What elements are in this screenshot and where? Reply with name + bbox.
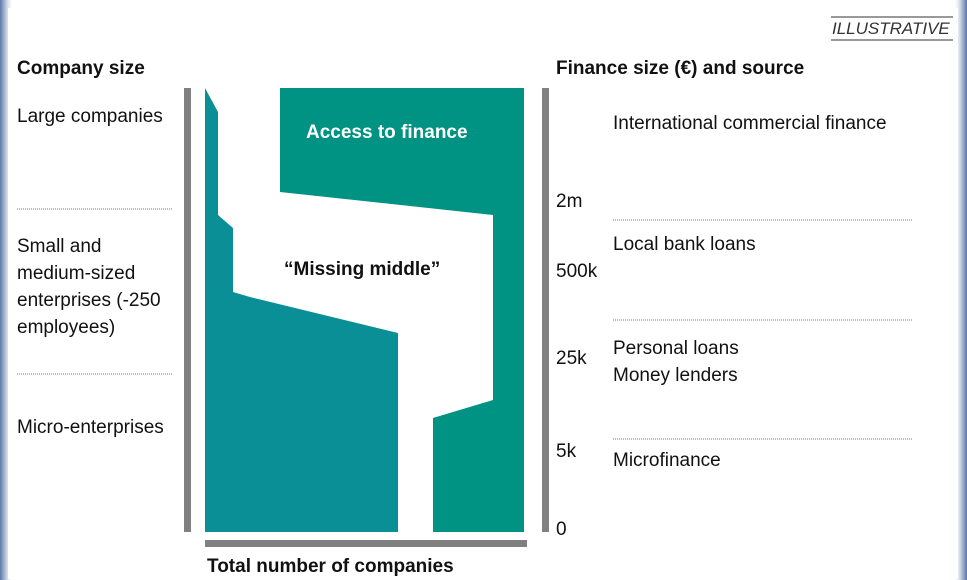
- scale-label: 0: [556, 519, 567, 540]
- company-size-label: Small and: [17, 236, 102, 257]
- tag: ILLUSTRATIVE: [832, 19, 950, 38]
- scale-label: 25k: [556, 348, 587, 369]
- company-size-label: employees): [17, 317, 116, 338]
- left-title: Company size: [17, 58, 145, 79]
- no-access-area: [205, 88, 398, 532]
- finance-source-label: Personal loans: [613, 338, 739, 359]
- scale-label: 500k: [556, 261, 598, 282]
- finance-source-label: Microfinance: [613, 450, 721, 471]
- company-size-label: Large companies: [17, 106, 163, 127]
- dividers: [17, 208, 912, 440]
- finance-source-label: International commercial finance: [613, 113, 887, 134]
- right-title: Finance size (€) and source: [556, 58, 805, 79]
- right-axis: [542, 88, 549, 532]
- x-label: Total number of companies: [207, 556, 454, 577]
- finance-source-label: Money lenders: [613, 365, 738, 386]
- access-area: [280, 88, 524, 532]
- finance-source-label: Local bank loans: [613, 234, 756, 255]
- company-size-label: medium-sized: [17, 263, 136, 284]
- scale-label: 5k: [556, 441, 577, 462]
- company-size-label: enterprises (-250: [17, 290, 161, 311]
- access-label: Access to finance: [306, 122, 468, 143]
- company-size-label: Micro-enterprises: [17, 417, 164, 438]
- bottom-axis: [205, 540, 527, 547]
- gap-label: “Missing middle”: [284, 259, 441, 280]
- scale-label: 2m: [556, 191, 583, 212]
- left-axis: [184, 88, 191, 532]
